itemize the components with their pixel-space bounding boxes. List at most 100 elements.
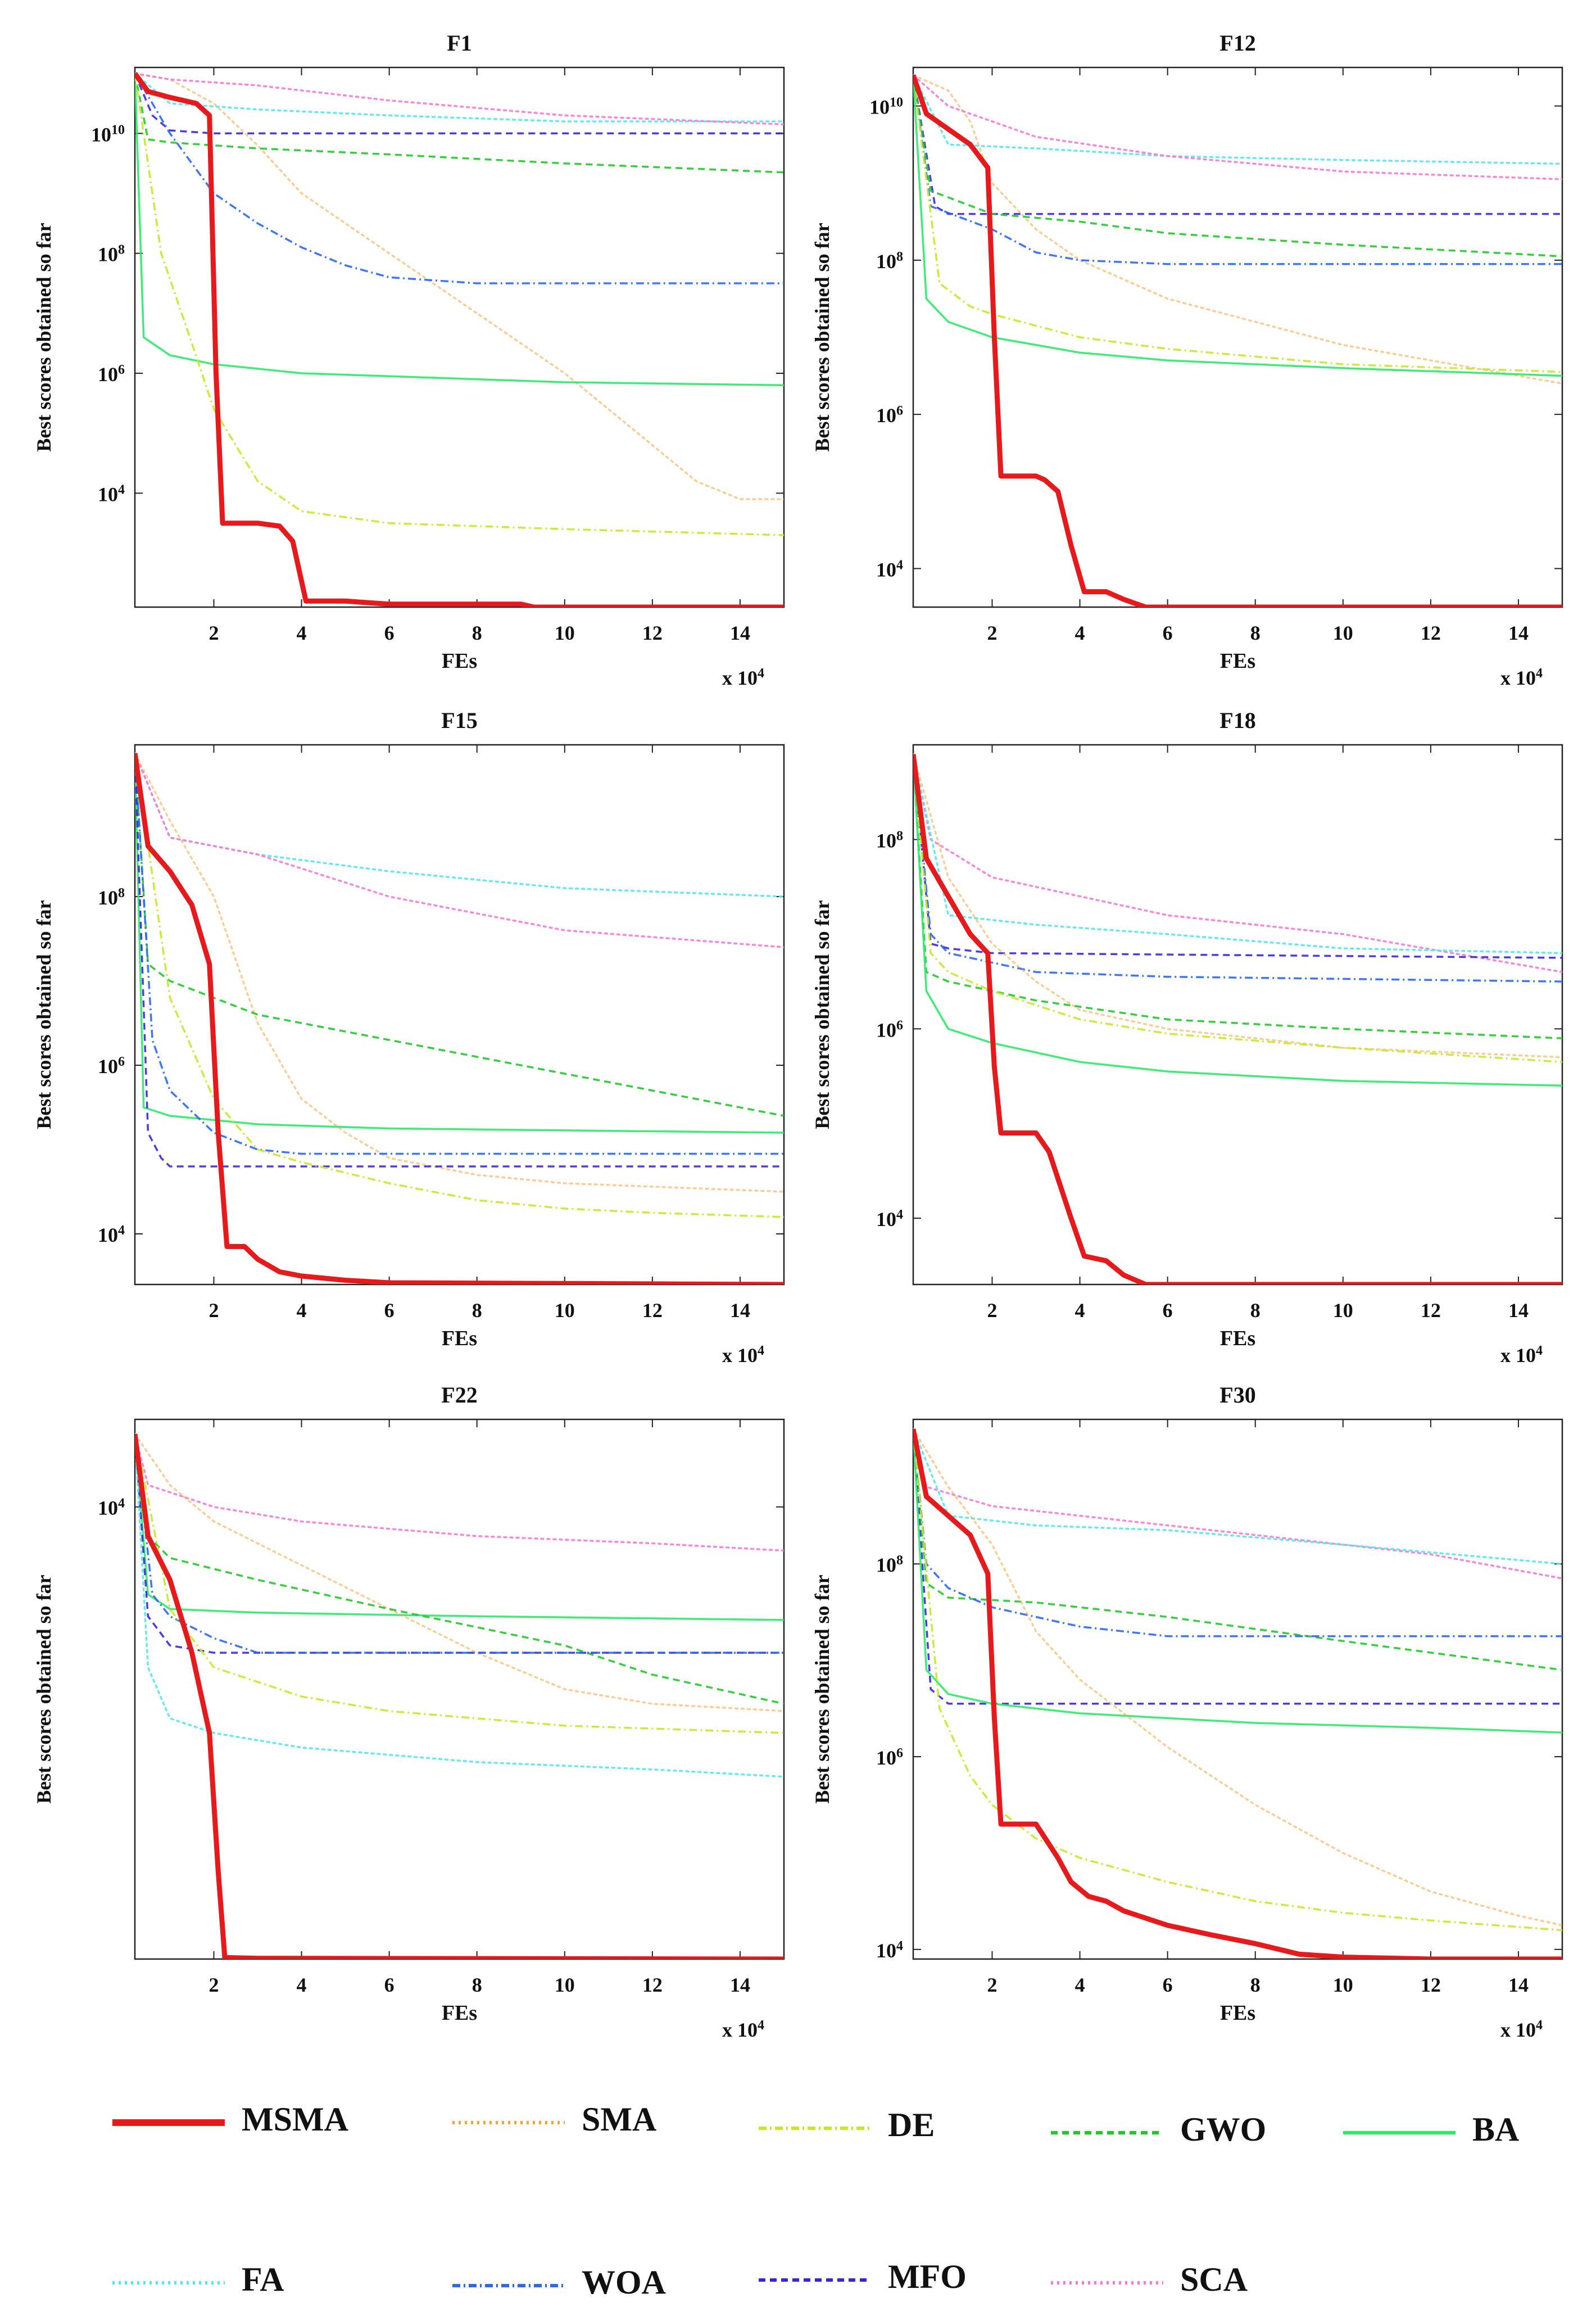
series-line-sca (913, 74, 1562, 180)
y-axis-label: Best scores obtained so far (33, 1575, 55, 1803)
x-tick-label: 2 (987, 1974, 997, 1996)
legend-label: MFO (888, 2258, 967, 2295)
legend-item-gwo: GWO (1051, 2111, 1266, 2148)
y-tick-label: 104 (98, 1496, 125, 1519)
series-line-gwo (135, 73, 784, 174)
series-line-ba (913, 754, 1562, 1087)
x-tick-label: 2 (208, 1299, 219, 1322)
series-line-fa (913, 74, 1562, 165)
series-line-fa (135, 1433, 784, 1778)
x-tick-label: 4 (297, 1974, 307, 1996)
x-multiplier: x 104 (722, 2018, 764, 2041)
y-axis-label: Best scores obtained so far (811, 1575, 833, 1803)
y-tick-label: 108 (876, 250, 903, 273)
x-tick-label: 14 (1508, 1299, 1529, 1322)
x-tick-label: 8 (1250, 1299, 1261, 1322)
y-tick-label: 104 (98, 1223, 125, 1246)
x-tick-label: 6 (384, 1974, 395, 1996)
x-multiplier: x 104 (1500, 666, 1543, 689)
y-axis-label: Best scores obtained so far (811, 900, 833, 1129)
series-line-ba (135, 1433, 784, 1621)
x-tick-label: 14 (730, 622, 750, 644)
legend-label: BA (1472, 2111, 1519, 2148)
legend-label: SMA (582, 2101, 656, 2138)
series-line-sma (913, 1428, 1562, 1926)
y-tick-label: 108 (98, 886, 125, 909)
x-tick-label: 12 (1421, 1974, 1441, 1996)
y-tick-label: 104 (876, 1939, 903, 1962)
series-line-sca (135, 752, 784, 948)
series-line-msma (913, 74, 1562, 607)
x-tick-label: 8 (472, 1974, 482, 1996)
y-tick-label: 106 (876, 1746, 903, 1769)
x-tick-label: 10 (555, 1299, 575, 1322)
x-tick-label: 4 (1075, 1974, 1085, 1996)
legend-item-msma: MSMA (112, 2101, 348, 2138)
series-group (135, 752, 784, 1284)
legend-label: MSMA (242, 2101, 348, 2138)
x-tick-label: 10 (1333, 1299, 1353, 1322)
x-axis-label: FEs (1220, 1327, 1255, 1350)
x-axis-label: FEs (442, 649, 477, 673)
y-axis-label: Best scores obtained so far (33, 900, 55, 1129)
series-line-ba (913, 1429, 1562, 1734)
x-tick-label: 8 (1250, 622, 1261, 644)
series-line-woa (913, 75, 1562, 265)
series-line-de (913, 75, 1562, 373)
series-group (913, 753, 1562, 1284)
series-line-woa (913, 754, 1562, 983)
x-tick-label: 12 (642, 1299, 663, 1322)
x-tick-label: 10 (555, 622, 575, 644)
y-tick-label: 106 (876, 404, 903, 427)
y-tick-label: 106 (876, 1018, 903, 1041)
plot-area (912, 744, 1563, 1286)
legend-label: WOA (582, 2264, 666, 2301)
plot-area (134, 66, 785, 608)
series-line-mfo (913, 75, 1562, 215)
legend-label: GWO (1180, 2111, 1266, 2148)
plot-area (134, 1418, 785, 1960)
x-axis-label: FEs (442, 2001, 477, 2025)
series-line-woa (135, 1433, 784, 1654)
y-tick-label: 108 (876, 829, 903, 852)
x-axis-label: FEs (442, 1327, 477, 1350)
series-line-msma (913, 754, 1562, 1284)
x-tick-label: 10 (1333, 622, 1353, 644)
series-line-msma (135, 1433, 784, 1959)
x-tick-label: 14 (730, 1299, 750, 1322)
series-line-msma (135, 72, 784, 607)
chart-title: F1 (447, 30, 471, 56)
y-axis-label: Best scores obtained so far (811, 223, 833, 451)
x-tick-label: 6 (1163, 1299, 1173, 1322)
x-tick-label: 14 (1508, 622, 1529, 644)
x-tick-label: 4 (1075, 1299, 1085, 1322)
series-line-sma (913, 74, 1562, 385)
series-line-de (135, 1433, 784, 1734)
x-tick-label: 2 (987, 1299, 997, 1322)
x-tick-label: 12 (1421, 1299, 1441, 1322)
y-tick-label: 104 (876, 1207, 903, 1231)
x-tick-label: 2 (987, 622, 997, 644)
x-tick-label: 6 (1163, 1974, 1173, 1996)
series-line-mfo (913, 1428, 1562, 1705)
legend-item-ba: BA (1343, 2111, 1519, 2148)
legend-label: SCA (1180, 2261, 1248, 2298)
series-line-ba (135, 73, 784, 387)
y-tick-label: 106 (98, 363, 125, 386)
x-tick-label: 10 (555, 1974, 575, 1996)
series-line-sma (135, 752, 784, 1193)
series-line-mfo (135, 753, 784, 1168)
series-group (913, 1428, 1562, 1959)
y-tick-label: 1010 (869, 96, 903, 119)
series-line-ba (135, 753, 784, 1134)
chart-f12: F12 2 4 6 8 10 12 14 FEs x 104 104 106 108 1010 Best s… (811, 30, 1563, 689)
y-tick-label: 104 (98, 482, 125, 505)
legend-item-sma: SMA (452, 2101, 656, 2138)
plot-area (134, 744, 785, 1286)
legend-item-fa: FA (112, 2261, 284, 2298)
x-tick-label: 8 (1250, 1974, 1261, 1996)
chart-title: F12 (1219, 30, 1255, 56)
series-group (135, 1433, 784, 1959)
